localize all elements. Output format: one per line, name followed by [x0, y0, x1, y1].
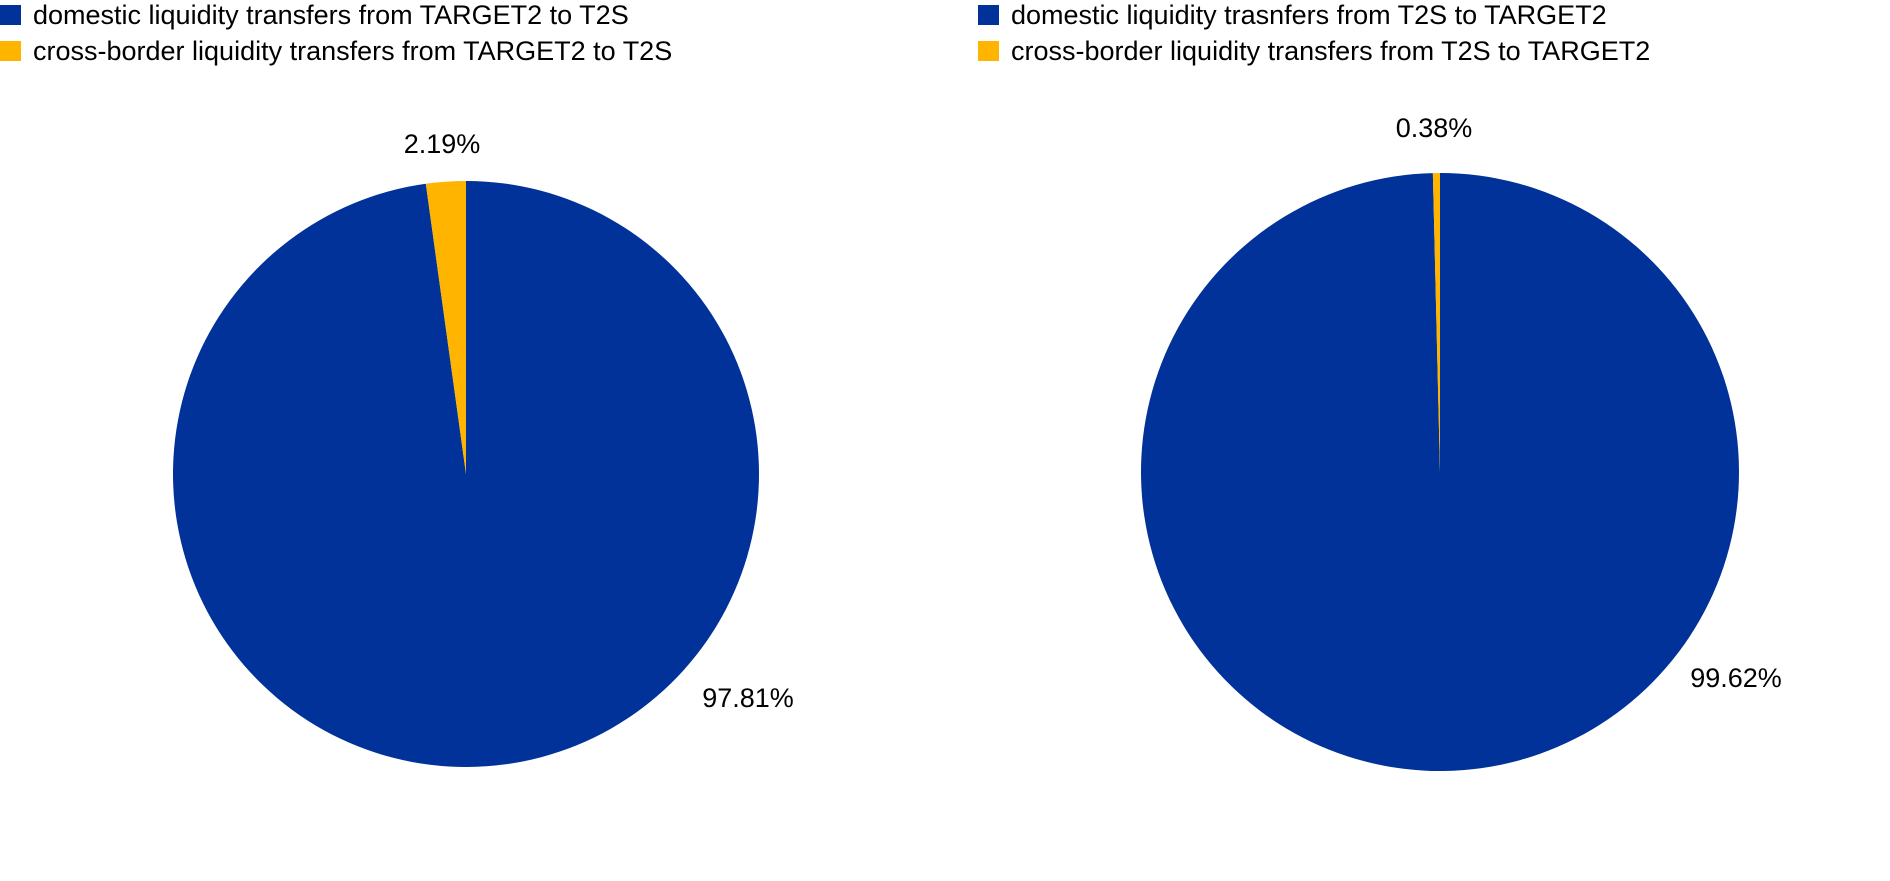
legend-label: domestic liquidity transfers from TARGET… — [33, 0, 629, 30]
legend-swatch — [978, 41, 999, 61]
data-label: 2.19% — [404, 129, 481, 159]
pie-slice — [1140, 173, 1739, 772]
pie-slice — [1432, 173, 1440, 472]
pie-slice — [172, 181, 759, 767]
pie-slice — [425, 181, 466, 474]
legend-label: cross-border liquidity transfers from TA… — [33, 36, 672, 66]
legend-swatch — [0, 41, 21, 61]
legend-swatch — [978, 5, 999, 25]
legend-swatch — [0, 5, 21, 25]
legend-label: cross-border liquidity transfers from T2… — [1011, 36, 1650, 66]
legend-label: domestic liquidity trasnfers from T2S to… — [1011, 0, 1607, 30]
data-label: 0.38% — [1396, 113, 1473, 143]
data-label: 97.81% — [702, 683, 794, 713]
data-label: 99.62% — [1690, 663, 1782, 693]
